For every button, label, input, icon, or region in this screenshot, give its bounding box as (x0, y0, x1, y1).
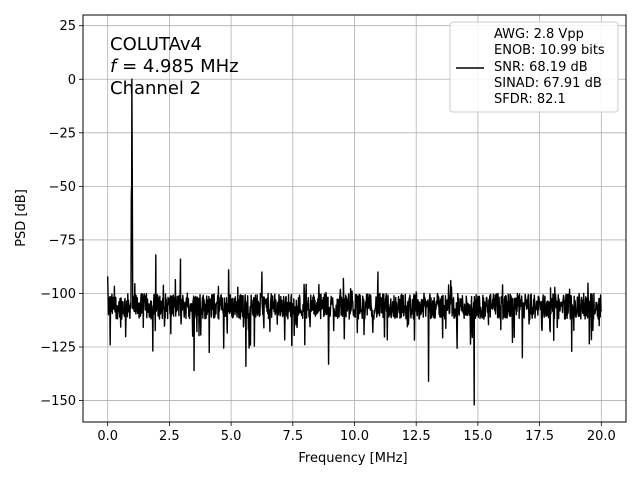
y-tick-label: −25 (49, 126, 76, 141)
legend-line-3: SNR: 68.19 dB (494, 60, 588, 75)
x-tick-label: 15.0 (463, 429, 492, 444)
y-tick-label: −75 (49, 233, 76, 248)
x-tick-label: 5.0 (221, 429, 242, 444)
annotation-line-1: COLUTAv4 (110, 34, 202, 55)
legend-box (449, 21, 619, 113)
y-tick-label: −125 (40, 341, 76, 356)
annotation-text: COLUTAv4 f = 4.985 MHz Channel 2 (110, 34, 239, 99)
y-tick-label: −150 (40, 394, 76, 409)
x-tick-label: 10.0 (340, 429, 369, 444)
annotation-line-2: f = 4.985 MHz (110, 56, 239, 77)
axis-ticks: 0.0 2.5 5.0 7.5 10.0 12.5 15.0 17.5 20.0 25 0 −25 −5… (40, 19, 616, 444)
legend: AWG: 2.8 Vpp ENOB: 10.99 bits SNR: 68.19… (449, 21, 619, 113)
y-tick-label: −50 (49, 180, 76, 195)
legend-line-5: SFDR: 82.1 (494, 92, 566, 107)
x-tick-label: 12.5 (402, 429, 431, 444)
legend-line-4: SINAD: 67.91 dB (494, 76, 602, 91)
y-tick-label: −100 (40, 287, 76, 302)
annotation-line-3: Channel 2 (110, 78, 201, 99)
y-tick-label: 25 (59, 19, 76, 34)
plot-frame (82, 14, 627, 423)
x-tick-label: 0.0 (97, 429, 118, 444)
x-tick-label: 17.5 (525, 429, 554, 444)
series-layer (106, 78, 603, 406)
x-tick-label: 7.5 (282, 429, 303, 444)
x-tick-label: 2.5 (159, 429, 180, 444)
x-axis-label: Frequency [MHz] (298, 451, 407, 466)
legend-line-2: ENOB: 10.99 bits (494, 43, 605, 58)
annotation-variable: f (110, 56, 119, 77)
x-tick-label: 20.0 (587, 429, 616, 444)
annotation-frequency: = 4.985 MHz (116, 56, 238, 77)
y-axis-label: PSD [dB] (14, 189, 29, 247)
psd-trace (106, 78, 603, 406)
y-tick-label: 0 (68, 73, 76, 88)
legend-line-1: AWG: 2.8 Vpp (494, 27, 584, 42)
